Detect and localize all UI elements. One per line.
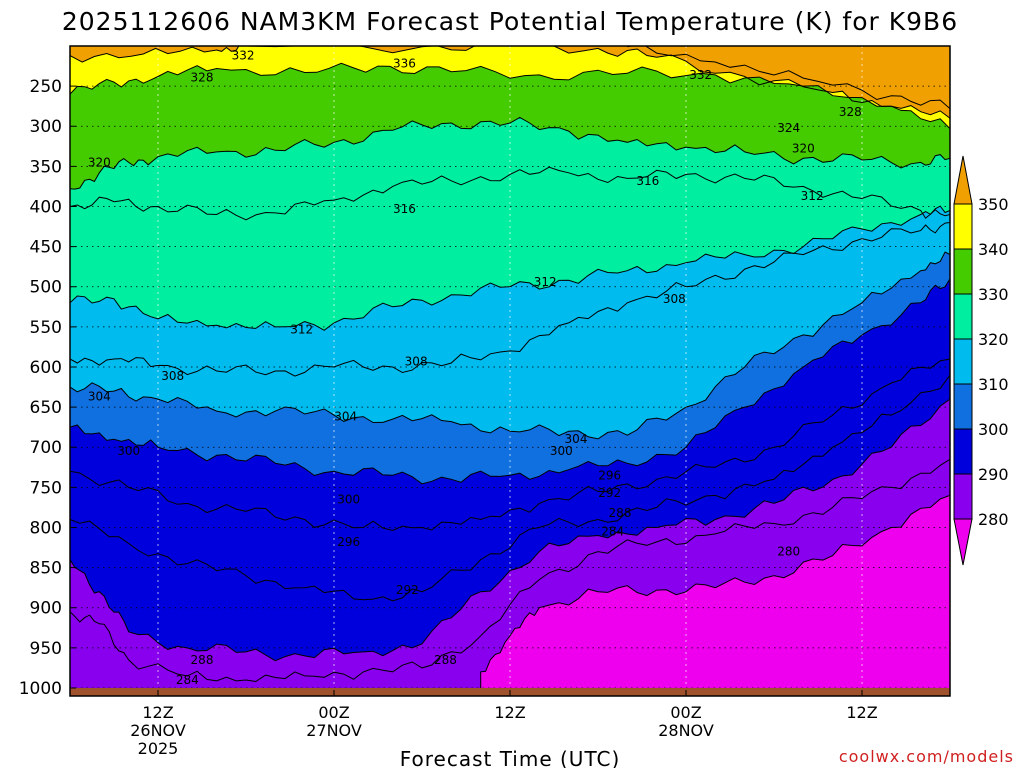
colorbar-label-300: 300 bbox=[978, 420, 1009, 439]
contour-label-25: 284 bbox=[601, 524, 624, 538]
contour-label-17: 304 bbox=[334, 410, 357, 424]
contour-label-10: 316 bbox=[393, 202, 416, 216]
x-tick-year-0: 2025 bbox=[138, 739, 179, 758]
colorbar-band-300 bbox=[953, 383, 973, 430]
contour-label-14: 308 bbox=[405, 354, 428, 368]
contour-label-3: 328 bbox=[191, 70, 214, 84]
colorbar-band-310 bbox=[953, 338, 973, 385]
x-tick-label-0: 12Z bbox=[142, 703, 173, 722]
x-tick-date-1: 27NOV bbox=[306, 721, 362, 740]
colorbar-label-340: 340 bbox=[978, 240, 1009, 259]
colorbar-label-350: 350 bbox=[978, 195, 1009, 214]
y-tick-label-250: 250 bbox=[30, 77, 62, 97]
isentrope-350 bbox=[627, 46, 950, 109]
contour-label-15: 308 bbox=[161, 369, 184, 383]
y-tick-label-1000: 1000 bbox=[19, 679, 62, 699]
colorbar-bottom-arrow bbox=[953, 518, 973, 566]
contour-label-12: 308 bbox=[663, 292, 686, 306]
contour-label-6: 320 bbox=[792, 142, 815, 156]
isentrope-316 bbox=[70, 166, 950, 221]
y-tick-label-750: 750 bbox=[30, 478, 62, 498]
contour-label-24: 288 bbox=[609, 506, 632, 520]
isentrope-340 bbox=[70, 46, 950, 119]
contour-label-28: 292 bbox=[396, 583, 419, 597]
y-tick-label-350: 350 bbox=[30, 157, 62, 177]
contour-label-18: 304 bbox=[565, 432, 588, 446]
contour-label-19: 300 bbox=[117, 444, 140, 458]
x-tick-label-3: 00Z bbox=[670, 703, 701, 722]
isentrope-330 bbox=[70, 62, 950, 130]
y-tick-label-850: 850 bbox=[30, 559, 62, 579]
colorbar-band-340 bbox=[953, 203, 973, 250]
contour-label-2: 332 bbox=[689, 68, 712, 82]
x-tick-label-4: 12Z bbox=[846, 703, 877, 722]
plot-area: 332 336 332 328 328 324 320 320 316 312 316 312 308 3… bbox=[70, 46, 950, 696]
contour-label-27: 280 bbox=[777, 545, 800, 559]
isentrope-300 bbox=[70, 278, 950, 485]
isentrope-308 bbox=[70, 222, 950, 377]
contour-label-30: 288 bbox=[191, 653, 214, 667]
x-tick-label-2: 12Z bbox=[494, 703, 525, 722]
contour-label-1: 336 bbox=[393, 57, 416, 71]
contour-label-21: 296 bbox=[598, 468, 621, 482]
credit-text: coolwx.com/models bbox=[839, 747, 1014, 766]
contour-label-7: 320 bbox=[88, 155, 111, 169]
contour-label-22: 292 bbox=[598, 486, 621, 500]
contour-label-16: 304 bbox=[88, 390, 111, 404]
contour-label-8: 316 bbox=[636, 174, 659, 188]
isentrope-296 bbox=[70, 358, 950, 532]
y-tick-label-900: 900 bbox=[30, 599, 62, 619]
contour-label-29: 288 bbox=[434, 653, 457, 667]
y-tick-label-500: 500 bbox=[30, 278, 62, 298]
x-tick-date-0: 26NOV bbox=[130, 721, 186, 740]
colorbar-label-320: 320 bbox=[978, 330, 1009, 349]
y-tick-label-650: 650 bbox=[30, 398, 62, 418]
x-tick-label-1: 00Z bbox=[318, 703, 349, 722]
colorbar-label-310: 310 bbox=[978, 375, 1009, 394]
isentrope-280 bbox=[480, 494, 950, 696]
contour-label-0: 332 bbox=[232, 49, 255, 63]
isentrope-320 bbox=[70, 116, 950, 190]
axes: 250 300 350 400 450 500 550 600 650 700 750 800 850 9… bbox=[19, 77, 878, 758]
contour-label-4: 328 bbox=[839, 105, 862, 119]
colorbar-band-320 bbox=[953, 293, 973, 340]
contour-label-11: 312 bbox=[534, 275, 557, 289]
y-tick-label-300: 300 bbox=[30, 117, 62, 137]
colorbar-band-330 bbox=[953, 248, 973, 295]
y-tick-label-950: 950 bbox=[30, 639, 62, 659]
isentrope-312 bbox=[70, 205, 950, 331]
isentrope-284 bbox=[70, 458, 950, 683]
contour-label-9: 312 bbox=[801, 189, 824, 203]
y-tick-label-800: 800 bbox=[30, 518, 62, 538]
isentrope-292 bbox=[70, 374, 950, 602]
y-tick-label-700: 700 bbox=[30, 438, 62, 458]
theta-band-280 bbox=[480, 495, 950, 696]
contour-label-31: 284 bbox=[176, 673, 199, 687]
colorbar-label-330: 330 bbox=[978, 285, 1009, 304]
contour-label-26: 296 bbox=[337, 535, 360, 549]
contour-label-23: 300 bbox=[337, 492, 360, 506]
colorbar-band-280 bbox=[953, 473, 973, 520]
y-tick-label-400: 400 bbox=[30, 197, 62, 217]
isentrope-304 bbox=[70, 251, 950, 440]
chart-title: 2025112606 NAM3KM Forecast Potential Tem… bbox=[62, 7, 958, 36]
contour-label-13: 312 bbox=[290, 322, 313, 336]
colorbar-band-290 bbox=[953, 428, 973, 475]
colorbar-top-arrow bbox=[953, 155, 973, 205]
isentrope-288 bbox=[70, 398, 950, 662]
y-tick-label-550: 550 bbox=[30, 318, 62, 338]
colorbar-label-280: 280 bbox=[978, 510, 1009, 529]
x-tick-date-3: 28NOV bbox=[658, 721, 714, 740]
colorbar: 280 290 300 310 320 330 340 350 bbox=[953, 155, 1009, 566]
y-tick-label-450: 450 bbox=[30, 238, 62, 258]
contour-label-20: 300 bbox=[550, 444, 573, 458]
colorbar-label-290: 290 bbox=[978, 465, 1009, 484]
contour-label-5: 324 bbox=[777, 121, 800, 135]
x-axis-title: Forecast Time (UTC) bbox=[400, 747, 621, 768]
y-tick-label-600: 600 bbox=[30, 358, 62, 378]
